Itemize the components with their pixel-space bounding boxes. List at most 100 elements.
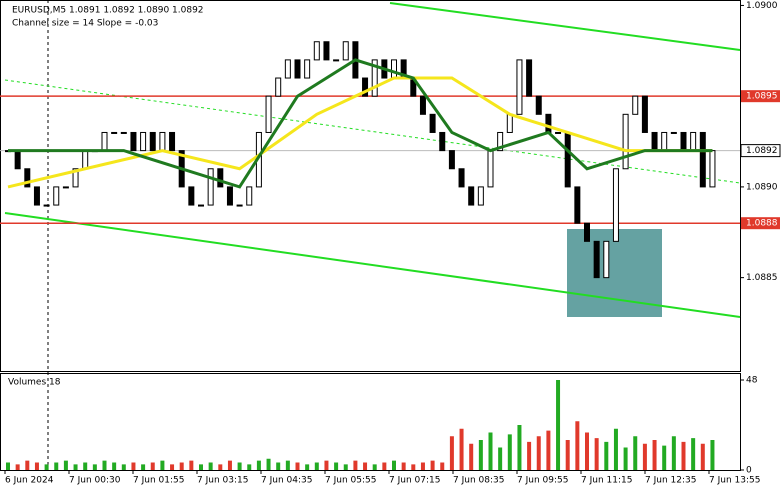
volume-bar: [276, 462, 281, 470]
price-label: 1.0892: [746, 146, 778, 156]
candle: [680, 131, 687, 152]
candle: [275, 77, 282, 97]
volume-bar: [15, 464, 20, 470]
volume-bar: [170, 464, 175, 470]
volume-bar: [585, 432, 589, 470]
candle: [458, 168, 465, 188]
candle: [313, 41, 320, 61]
channel-bottom: [4, 212, 741, 318]
volume-bar: [623, 447, 628, 470]
candle: [670, 131, 677, 134]
volume-bar: [536, 436, 541, 470]
candle: [612, 168, 619, 242]
candle: [236, 204, 243, 207]
candle: [545, 113, 552, 133]
x-tick-label: 7 Jun 00:30: [69, 476, 121, 486]
candle: [169, 131, 176, 152]
volume-bar: [382, 462, 387, 470]
candle: [603, 240, 610, 279]
x-tick-label: 7 Jun 07:15: [389, 476, 440, 486]
candle: [198, 204, 204, 207]
volume-bar: [34, 462, 39, 470]
volume-bar: [459, 428, 464, 470]
candle: [24, 168, 31, 188]
volume-bar: [227, 460, 232, 470]
volume-bar: [440, 462, 445, 470]
volume-title: Volumes 18: [8, 378, 61, 388]
candle: [188, 186, 195, 206]
volume-bar: [73, 464, 78, 470]
candle: [448, 150, 455, 170]
volume-bar: [565, 440, 570, 470]
volume-bar: [305, 464, 310, 470]
volume-bar: [6, 462, 10, 470]
volume-bar: [642, 443, 647, 470]
chart-title: EURUSD,M5 1.0891 1.0892 1.0890 1.0892: [12, 6, 204, 16]
volume-bar: [498, 447, 503, 470]
candle: [62, 186, 69, 189]
candle: [120, 131, 127, 134]
volume-bar: [83, 462, 88, 470]
x-tick-label: 7 Jun 04:35: [261, 476, 312, 486]
candle: [323, 41, 330, 61]
volume-bar: [691, 438, 696, 470]
volume-bar: [237, 462, 242, 470]
volume-bar: [92, 464, 97, 470]
candle: [342, 41, 349, 61]
volume-tick-label: 48: [746, 376, 758, 386]
volume-bar: [334, 462, 339, 470]
candle: [574, 186, 581, 224]
moving-average: [7, 76, 713, 189]
volume-bar: [604, 441, 609, 470]
volume-bar: [517, 425, 522, 470]
volume-bar: [295, 462, 300, 470]
candle: [284, 59, 291, 79]
candle: [526, 59, 533, 97]
volume-bar: [633, 436, 638, 470]
candle: [53, 186, 60, 206]
candle: [333, 59, 340, 62]
volume-bar: [527, 441, 532, 470]
candle: [419, 95, 426, 115]
volume-bar: [363, 462, 368, 470]
x-tick-label: 7 Jun 13:55: [709, 476, 760, 486]
chart-subtitle: Channel size = 14 Slope = -0.03: [12, 19, 158, 29]
volume-bar: [102, 460, 107, 470]
y-tick-label: 1.0890: [746, 182, 778, 192]
candle: [487, 150, 494, 188]
volume-bar: [44, 464, 49, 470]
highlight-box: [567, 229, 662, 317]
candle: [651, 131, 658, 152]
candle: [391, 59, 397, 79]
volume-bar: [478, 440, 483, 470]
level-label-bg: [741, 90, 780, 103]
x-tick-label: 7 Jun 12:35: [645, 476, 696, 486]
y-tick-label: 1.0900: [746, 1, 778, 11]
volume-bar: [179, 462, 184, 470]
volume-bar: [54, 462, 59, 470]
candle: [622, 113, 629, 170]
candle: [362, 77, 369, 97]
channel-mid: [4, 79, 741, 184]
candle: [111, 131, 118, 134]
volume-bar: [662, 445, 667, 470]
volume-bar: [681, 441, 686, 470]
x-tick-label: 7 Jun 11:15: [581, 476, 632, 486]
volume-bar: [285, 460, 290, 470]
candle: [468, 186, 475, 206]
volume-tick-label: 0: [746, 466, 752, 476]
volume-bar: [218, 464, 223, 470]
candle: [226, 186, 233, 206]
x-tick-label: 6 Jun 2024: [5, 476, 54, 486]
candle: [535, 95, 542, 115]
y-tick-label: 1.0885: [746, 273, 778, 283]
volume-bar: [575, 421, 580, 470]
channel-top: [389, 2, 741, 51]
volume-bar: [343, 464, 348, 470]
candle: [371, 59, 378, 97]
moving-average: [8, 58, 713, 189]
candle: [130, 131, 137, 152]
candle: [690, 131, 697, 152]
volume-bar: [131, 462, 136, 470]
volume-bar: [314, 462, 319, 470]
